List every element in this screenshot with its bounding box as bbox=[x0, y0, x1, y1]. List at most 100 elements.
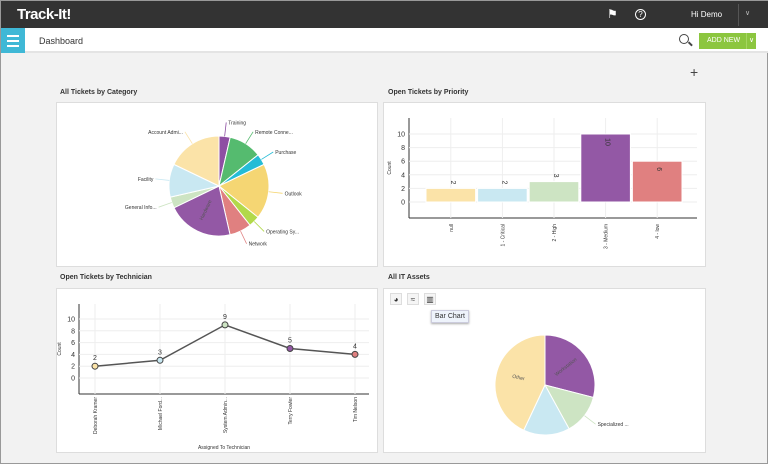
label-leader bbox=[184, 131, 193, 144]
x-tick-label: Michael Ford... bbox=[158, 397, 164, 430]
data-point bbox=[286, 345, 294, 352]
label-leader bbox=[253, 221, 265, 232]
data-label: 3 bbox=[158, 349, 162, 356]
label-leader bbox=[268, 191, 283, 194]
category-pie-chart: Training Remote Conne... Purchase Outlook Op… bbox=[125, 120, 303, 248]
data-label: 4 bbox=[353, 343, 357, 350]
y-tick-label: 10 bbox=[397, 132, 405, 139]
technician-widget: 0 2 4 6 8 10 Count Assigned To Technician 2 Debor… bbox=[56, 288, 378, 453]
x-tick-label: Tim Nelson bbox=[353, 397, 359, 422]
user-menu[interactable]: Hi Demo bbox=[691, 10, 723, 19]
label-leader bbox=[155, 178, 170, 181]
x-tick-label: 4 - low bbox=[655, 224, 661, 239]
data-point bbox=[351, 350, 359, 358]
label-leader bbox=[240, 230, 247, 244]
data-point bbox=[91, 362, 99, 370]
data-label: 9 bbox=[223, 314, 227, 321]
x-tick-label: Deborah Kramer bbox=[93, 397, 99, 434]
y-tick-label: 8 bbox=[71, 328, 75, 335]
label-leader bbox=[224, 122, 227, 137]
pie-slice bbox=[544, 334, 596, 399]
widget-title: Open Tickets by Priority bbox=[388, 89, 469, 96]
tooltip: Bar Chart bbox=[431, 310, 469, 323]
announcement-flag-icon[interactable]: ⚑ bbox=[607, 7, 618, 21]
slice-label: Account Admi... bbox=[148, 130, 183, 136]
x-tick-label: 2 - High bbox=[552, 224, 558, 242]
y-tick-label: 4 bbox=[71, 352, 75, 359]
y-axis-title: Count bbox=[57, 342, 63, 356]
header-bar: Dashboard ADD NEW ∨ bbox=[1, 28, 768, 53]
data-label: 3 bbox=[552, 174, 559, 178]
slice-label: Other bbox=[512, 374, 526, 383]
x-tick-label: 1 - Critical bbox=[500, 224, 506, 247]
y-tick-label: 2 bbox=[401, 186, 405, 193]
breadcrumb: Dashboard bbox=[39, 36, 84, 46]
bar bbox=[528, 181, 580, 203]
slice-label: Training bbox=[228, 120, 246, 126]
bar bbox=[425, 187, 477, 203]
bar bbox=[631, 160, 683, 203]
technician-line-chart: 0 2 4 6 8 10 Count Assigned To Technician 2 Debor… bbox=[57, 304, 369, 451]
data-label: 10 bbox=[604, 138, 611, 146]
slice-label: Specialized ... bbox=[598, 422, 629, 428]
slice-label: Operating Sy... bbox=[266, 229, 299, 235]
data-label: 6 bbox=[655, 167, 662, 171]
line-chart-icon[interactable]: ≈ bbox=[407, 293, 419, 305]
top-bar: Track-It! ⚑ ? Hi Demo ∨ bbox=[1, 1, 768, 28]
data-label: 5 bbox=[288, 338, 292, 345]
add-widget-button[interactable]: + bbox=[690, 64, 699, 80]
x-tick-label: System Admin... bbox=[223, 397, 229, 433]
y-tick-label: 6 bbox=[71, 340, 75, 347]
label-leader bbox=[158, 202, 172, 208]
y-tick-label: 2 bbox=[71, 364, 75, 371]
widget-title: All Tickets by Category bbox=[60, 89, 138, 96]
bar-chart-icon[interactable]: ▥ bbox=[424, 293, 436, 305]
slice-label: Remote Conne... bbox=[255, 130, 293, 136]
y-tick-label: 6 bbox=[401, 159, 405, 166]
pie-slice bbox=[218, 163, 270, 219]
priority-widget: 0246810CountPriority2null21 - Critical32… bbox=[383, 102, 706, 275]
x-axis-title: Assigned To Technician bbox=[198, 445, 250, 451]
y-axis-title: Count bbox=[387, 161, 393, 175]
slice-label: Network bbox=[249, 242, 268, 248]
y-tick-label: 10 bbox=[67, 317, 75, 324]
chevron-down-icon[interactable]: ∨ bbox=[745, 10, 751, 17]
widget-title: Open Tickets by Technician bbox=[60, 274, 152, 281]
bar bbox=[477, 187, 528, 203]
label-leader bbox=[584, 415, 596, 425]
x-tick-label: 3 - Medium bbox=[604, 224, 610, 249]
pie-chart-icon[interactable]: ◕ bbox=[390, 293, 402, 305]
assets-widget: Workstation Specialized ... Other ◕ ≈ ▥ Ba… bbox=[383, 288, 706, 453]
slice-label: General Info... bbox=[125, 205, 157, 211]
y-tick-label: 8 bbox=[401, 145, 405, 152]
pie-slice bbox=[173, 135, 220, 187]
slice-label: Purchase bbox=[275, 150, 296, 156]
pie-slice bbox=[494, 334, 546, 431]
data-label: 2 bbox=[500, 180, 507, 184]
app-logo: Track-It! bbox=[17, 6, 71, 23]
widget-title: All IT Assets bbox=[388, 274, 430, 281]
x-tick-label: Terry Fowler bbox=[288, 397, 294, 425]
chevron-down-icon[interactable]: ∨ bbox=[746, 33, 756, 49]
menu-button[interactable] bbox=[1, 28, 25, 53]
x-tick-label: null bbox=[449, 224, 455, 232]
search-icon[interactable] bbox=[679, 34, 689, 44]
slice-label: Facility bbox=[138, 177, 154, 183]
help-icon[interactable]: ? bbox=[635, 9, 646, 20]
data-point bbox=[221, 321, 229, 329]
add-new-label: ADD NEW bbox=[707, 37, 741, 44]
divider bbox=[738, 4, 739, 26]
data-label: 2 bbox=[449, 180, 456, 184]
add-new-button[interactable]: ADD NEW ∨ bbox=[699, 33, 756, 49]
bar bbox=[580, 133, 631, 203]
data-point bbox=[156, 356, 164, 364]
priority-bar-chart: 0246810CountPriority2null21 - Critical32… bbox=[387, 118, 697, 275]
y-tick-label: 4 bbox=[401, 172, 405, 179]
label-leader bbox=[261, 151, 274, 160]
category-widget: Training Remote Conne... Purchase Outlook Op… bbox=[56, 102, 378, 267]
label-leader bbox=[245, 131, 254, 144]
pie-slice bbox=[173, 185, 231, 237]
y-tick-label: 0 bbox=[71, 376, 75, 383]
slice-label: Outlook bbox=[285, 191, 303, 197]
